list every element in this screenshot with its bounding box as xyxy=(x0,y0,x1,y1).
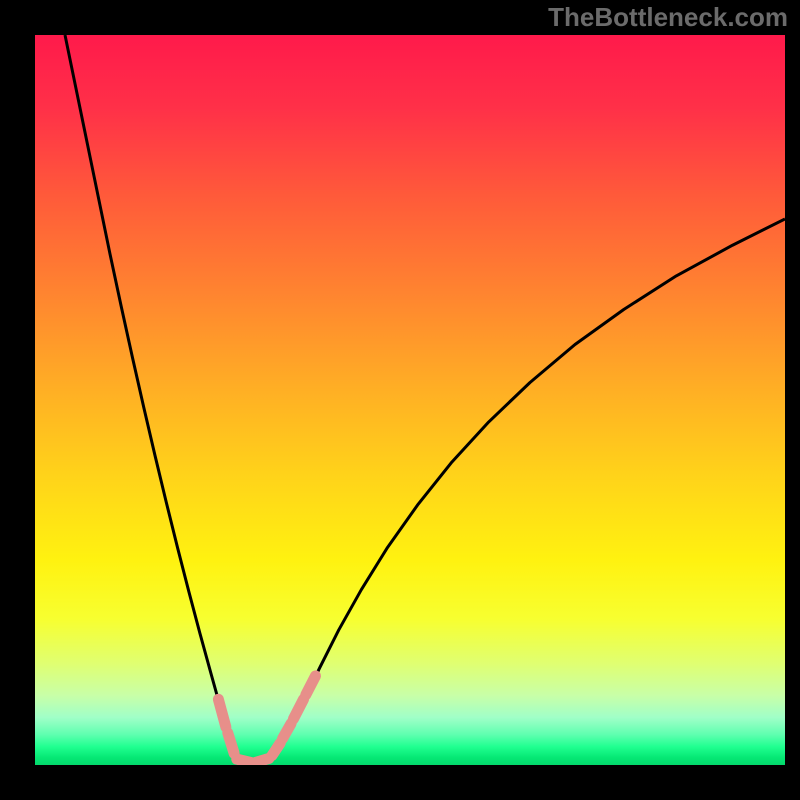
marker-left-0 xyxy=(218,699,226,727)
marker-left-1 xyxy=(228,733,234,753)
marker-bottom-0 xyxy=(237,759,251,762)
marker-right-1 xyxy=(283,723,292,738)
marker-bottom-1 xyxy=(256,758,270,762)
chart-svg xyxy=(35,35,785,765)
gradient-background xyxy=(35,35,785,765)
plot-area xyxy=(35,35,785,765)
watermark-text: TheBottleneck.com xyxy=(548,2,788,33)
marker-right-0 xyxy=(272,743,280,755)
